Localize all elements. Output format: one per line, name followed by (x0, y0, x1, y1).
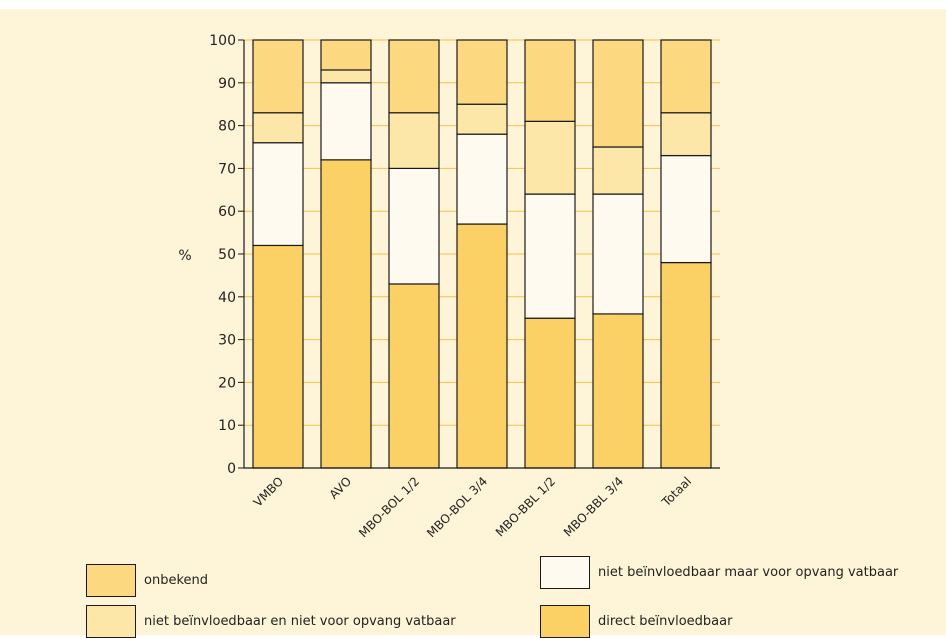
legend-label: direct beïnvloedbaar (598, 614, 733, 629)
bar-segment (592, 39, 644, 148)
y-tick-label: 90 (218, 76, 236, 92)
bar-segment (320, 39, 372, 71)
stacked-bar-chart: VMBO AVO MBO-BOL 1/2 MBO-BOL 3/4 MBO-BBL 1/2… (178, 33, 720, 540)
bar-segment (388, 167, 440, 285)
legend-item-niet-beinvloedbaar-opvang: niet beïnvloedbaar maar voor opvang vatb… (540, 556, 898, 589)
x-tick-label: MBO-BOL 3/4 (424, 474, 490, 540)
legend-item-niet-beinvloedbaar-niet-opvang: niet beïnvloedbaar en niet voor opvang v… (86, 605, 456, 638)
bar-segment (252, 112, 304, 144)
legend-item-direct-beinvloedbaar: direct beïnvloedbaar (540, 605, 732, 638)
x-tick-label: VMBO (251, 474, 286, 509)
legend-label: niet beïnvloedbaar maar voor opvang vatb… (598, 565, 899, 580)
legend-label: niet beïnvloedbaar en niet voor opvang v… (144, 614, 456, 629)
bar-segment (660, 39, 712, 114)
bar-segment (252, 142, 304, 247)
y-tick-label: 50 (218, 247, 236, 263)
bar-segment (320, 159, 372, 469)
bar-segment (592, 313, 644, 469)
bar-segment (320, 82, 372, 161)
y-tick-label: 10 (218, 418, 236, 434)
chart-panel: VMBO AVO MBO-BOL 1/2 MBO-BOL 3/4 MBO-BBL 1/2… (0, 9, 946, 638)
legend-swatch (540, 556, 590, 589)
legend-swatch (86, 564, 136, 597)
bar-segment (660, 112, 712, 157)
y-tick-label: 60 (218, 204, 236, 220)
x-tick-label: AVO (327, 474, 354, 501)
y-tick-label: 40 (218, 290, 236, 306)
bar-segment (252, 39, 304, 114)
legend-item-onbekend: onbekend (86, 564, 208, 597)
bar-segment (388, 283, 440, 469)
bar-segment (592, 146, 644, 195)
y-tick-label: 20 (218, 375, 236, 391)
x-tick-label: Totaal (658, 474, 694, 510)
bar-segment (388, 39, 440, 114)
y-tick-label: 80 (218, 119, 236, 135)
x-tick-label: MBO-BBL 1/2 (493, 474, 558, 539)
y-tick-label: 0 (227, 461, 236, 477)
bar-segment (456, 103, 508, 135)
y-axis-label: % (178, 248, 191, 264)
legend-swatch (540, 605, 590, 638)
legend-swatch (86, 605, 136, 638)
bar-segment (524, 317, 576, 469)
bar-segment (524, 193, 576, 319)
bar-segment (524, 39, 576, 122)
bar-segment (320, 69, 372, 84)
bar-segment (524, 120, 576, 195)
y-tick-label: 70 (218, 161, 236, 177)
x-tick-label: MBO-BBL 3/4 (561, 474, 626, 539)
bar-segment (456, 223, 508, 469)
x-tick-label: MBO-BOL 1/2 (356, 474, 422, 540)
legend-label: onbekend (144, 573, 208, 588)
bar-segment (660, 154, 712, 264)
bar-segment (456, 39, 508, 105)
bar-segment (660, 261, 712, 469)
bar-segment (592, 193, 644, 315)
y-tick-label: 30 (218, 333, 236, 349)
y-tick-label: 100 (209, 33, 236, 49)
bar-segment (388, 112, 440, 170)
bar-segment (252, 244, 304, 469)
bar-segment (456, 133, 508, 225)
